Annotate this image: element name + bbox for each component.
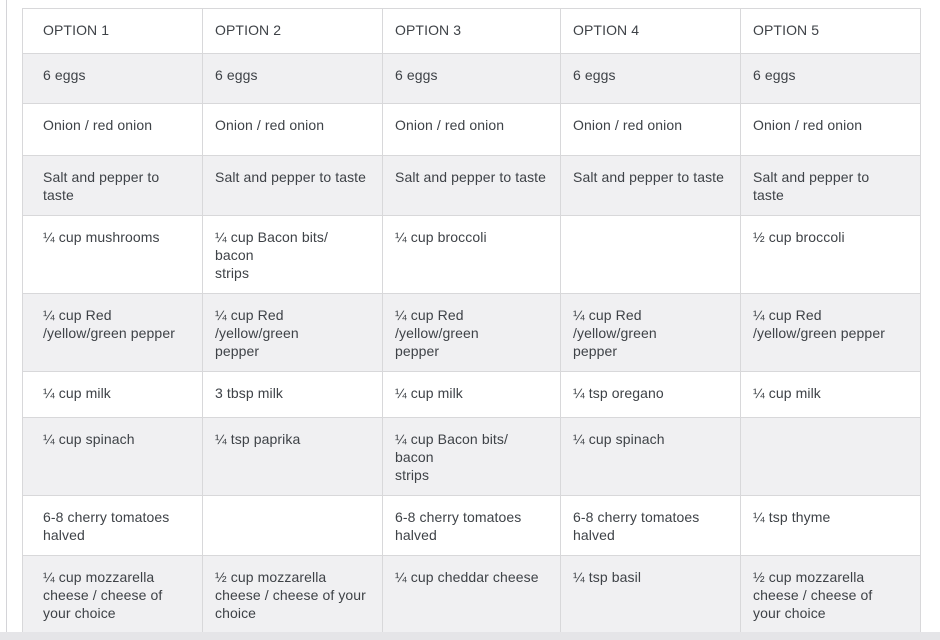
table-row-peppers: ¼ cup Red /yellow/green pepper ¼ cup Red… [22, 293, 921, 372]
table-cell[interactable]: 6-8 cherry tomatoes halved [382, 495, 561, 556]
table-cell[interactable]: ¼ tsp basil [560, 555, 741, 635]
table-cell[interactable]: ½ cup broccoli [740, 215, 921, 294]
table-cell[interactable]: ½ cup mozzarella cheese / cheese of your… [740, 555, 921, 635]
table-cell[interactable]: ¼ tsp paprika [202, 417, 383, 496]
table-cell[interactable]: ¼ cup mushrooms [22, 215, 203, 294]
table-cell[interactable]: Onion / red onion [22, 103, 203, 156]
column-header-option-2[interactable]: OPTION 2 [202, 8, 383, 54]
table-row-tomatoes: 6-8 cherry tomatoes halved 6-8 cherry to… [22, 495, 921, 556]
table-cell[interactable]: Salt and pepper to taste [22, 155, 203, 216]
table-cell[interactable]: ¼ cup broccoli [382, 215, 561, 294]
table-cell[interactable]: ¼ cup Red /yellow/green pepper [202, 293, 383, 372]
column-header-option-4[interactable]: OPTION 4 [560, 8, 741, 54]
table-cell[interactable]: ¼ cup mozzarella cheese / cheese of your… [22, 555, 203, 635]
table-cell[interactable]: ¼ cup Bacon bits/ bacon strips [382, 417, 561, 496]
table-cell[interactable]: 6 eggs [22, 53, 203, 104]
table-row-milk: ¼ cup milk 3 tbsp milk ¼ cup milk ¼ tsp … [22, 371, 921, 418]
table-cell[interactable]: Salt and pepper to taste [202, 155, 383, 216]
column-header-option-1[interactable]: OPTION 1 [22, 8, 203, 54]
table-cell[interactable]: Onion / red onion [560, 103, 741, 156]
table-row-onion: Onion / red onion Onion / red onion Onio… [22, 103, 921, 156]
table-cell[interactable]: ¼ cup milk [740, 371, 921, 418]
table-cell[interactable] [740, 417, 921, 496]
table-row-veg-1: ¼ cup mushrooms ¼ cup Bacon bits/ bacon … [22, 215, 921, 294]
table-cell[interactable]: ¼ cup Red /yellow/green pepper [740, 293, 921, 372]
table-cell[interactable]: ¼ cup spinach [22, 417, 203, 496]
table-cell[interactable]: ¼ cup Red /yellow/green pepper [382, 293, 561, 372]
table-cell[interactable]: Salt and pepper to taste [740, 155, 921, 216]
page-left-edge [6, 0, 7, 632]
table-cell[interactable] [560, 215, 741, 294]
table-row-cheese: ¼ cup mozzarella cheese / cheese of your… [22, 555, 921, 635]
table-cell[interactable]: ½ cup mozzarella cheese / cheese of your… [202, 555, 383, 635]
table-row-salt-pepper: Salt and pepper to taste Salt and pepper… [22, 155, 921, 216]
table-cell[interactable]: 6 eggs [202, 53, 383, 104]
table-cell[interactable]: ¼ tsp thyme [740, 495, 921, 556]
column-header-option-3[interactable]: OPTION 3 [382, 8, 561, 54]
ingredients-options-table: OPTION 1 OPTION 2 OPTION 3 OPTION 4 OPTI… [22, 8, 921, 640]
table-cell[interactable]: ¼ cup milk [22, 371, 203, 418]
table-cell[interactable]: ¼ cup Red /yellow/green pepper [22, 293, 203, 372]
table-cell[interactable]: Onion / red onion [740, 103, 921, 156]
table-cell[interactable]: ¼ cup spinach [560, 417, 741, 496]
table-cell[interactable]: Salt and pepper to taste [382, 155, 561, 216]
table-cell[interactable]: 6-8 cherry tomatoes halved [560, 495, 741, 556]
table-cell[interactable] [202, 495, 383, 556]
table-cell[interactable]: 3 tbsp milk [202, 371, 383, 418]
table-cell[interactable]: 6 eggs [560, 53, 741, 104]
table-cell[interactable]: 6 eggs [382, 53, 561, 104]
table-row-eggs: 6 eggs 6 eggs 6 eggs 6 eggs 6 eggs [22, 53, 921, 104]
column-header-option-5[interactable]: OPTION 5 [740, 8, 921, 54]
table-cell[interactable]: Salt and pepper to taste [560, 155, 741, 216]
table-cell[interactable]: ¼ cup Bacon bits/ bacon strips [202, 215, 383, 294]
page-bottom-edge [0, 632, 940, 640]
header-row: OPTION 1 OPTION 2 OPTION 3 OPTION 4 OPTI… [22, 8, 921, 54]
table-cell[interactable]: 6 eggs [740, 53, 921, 104]
table-row-spinach: ¼ cup spinach ¼ tsp paprika ¼ cup Bacon … [22, 417, 921, 496]
table-cell[interactable]: 6-8 cherry tomatoes halved [22, 495, 203, 556]
table-cell[interactable]: ¼ cup Red /yellow/green pepper [560, 293, 741, 372]
table-cell[interactable]: ¼ tsp oregano [560, 371, 741, 418]
table-cell[interactable]: Onion / red onion [202, 103, 383, 156]
table-cell[interactable]: Onion / red onion [382, 103, 561, 156]
table-cell[interactable]: ¼ cup cheddar cheese [382, 555, 561, 635]
table-cell[interactable]: ¼ cup milk [382, 371, 561, 418]
